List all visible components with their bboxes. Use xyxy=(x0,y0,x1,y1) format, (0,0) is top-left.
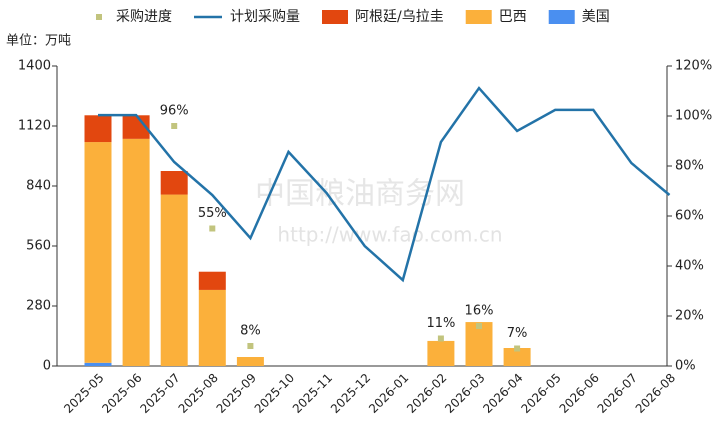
bar xyxy=(122,115,150,139)
bar xyxy=(503,348,531,366)
legend-label: 计划采购量 xyxy=(230,9,300,25)
y-tick-label: 280 xyxy=(26,299,51,314)
y2-tick-label: 0% xyxy=(675,359,696,374)
y2-tick-label: 60% xyxy=(675,209,704,224)
bar xyxy=(198,289,226,366)
point xyxy=(476,323,482,329)
bar xyxy=(427,340,455,366)
point xyxy=(437,335,444,342)
y2-tick-label: 20% xyxy=(675,309,704,324)
y-tick-label: 1120 xyxy=(18,119,51,134)
x-tick-label: 2025-12 xyxy=(328,371,373,416)
point xyxy=(209,225,216,232)
y-tick-label: 0 xyxy=(43,359,51,374)
x-tick-label: 2026-05 xyxy=(518,371,563,416)
y-tick-label: 560 xyxy=(26,239,51,254)
x-tick-label: 2026-03 xyxy=(442,371,487,416)
x-tick-label: 2026-08 xyxy=(633,371,678,416)
x-tick-label: 2025-11 xyxy=(290,371,335,416)
data-label: 11% xyxy=(426,316,455,331)
data-label: 55% xyxy=(198,206,227,221)
x-tick-label: 2026-07 xyxy=(595,371,640,416)
watermark: http://www.fao.com.cn xyxy=(277,223,502,247)
bar xyxy=(84,142,112,363)
legend-label: 阿根廷/乌拉圭 xyxy=(355,9,444,25)
x-tick-label: 2025-06 xyxy=(99,371,144,416)
y2-tick-label: 40% xyxy=(675,259,704,274)
bar xyxy=(160,194,188,366)
x-tick-label: 2026-06 xyxy=(557,371,602,416)
point xyxy=(514,345,521,352)
x-tick-label: 2025-09 xyxy=(214,371,259,416)
data-label: 96% xyxy=(160,104,189,119)
bar xyxy=(465,322,493,366)
bar xyxy=(84,362,112,366)
data-label: 16% xyxy=(465,304,494,319)
bar xyxy=(198,271,226,290)
x-tick-label: 2025-08 xyxy=(176,371,221,416)
legend-label: 美国 xyxy=(582,9,610,25)
x-tick-label: 2026-01 xyxy=(366,371,411,416)
point xyxy=(171,123,178,129)
unit-label: 单位：万吨 xyxy=(6,34,71,49)
x-tick-label: 2026-04 xyxy=(480,371,525,416)
bar xyxy=(160,171,188,195)
point xyxy=(247,343,254,349)
bar xyxy=(236,357,264,366)
x-tick-label: 2026-02 xyxy=(404,371,449,416)
line xyxy=(98,86,671,283)
watermark: 中国粮油商务网 xyxy=(255,177,465,212)
y-tick-label: 1400 xyxy=(18,59,51,74)
data-label: 7% xyxy=(507,326,528,341)
x-tick-label: 2025-07 xyxy=(137,371,182,416)
bar xyxy=(122,138,150,366)
y2-tick-label: 120% xyxy=(675,59,712,74)
x-tick-label: 2025-10 xyxy=(252,371,297,416)
legend-marker xyxy=(96,14,102,20)
legend-label: 巴西 xyxy=(499,9,527,25)
y2-tick-label: 80% xyxy=(675,159,704,174)
bar xyxy=(84,115,112,143)
legend-label: 采购进度 xyxy=(116,9,172,25)
legend-marker xyxy=(548,10,575,24)
data-label: 8% xyxy=(240,324,261,339)
y2-tick-label: 100% xyxy=(675,109,712,124)
y-tick-label: 840 xyxy=(26,179,51,194)
x-tick-label: 2025-05 xyxy=(61,371,106,416)
legend-marker xyxy=(465,10,492,24)
legend-marker xyxy=(322,10,348,24)
